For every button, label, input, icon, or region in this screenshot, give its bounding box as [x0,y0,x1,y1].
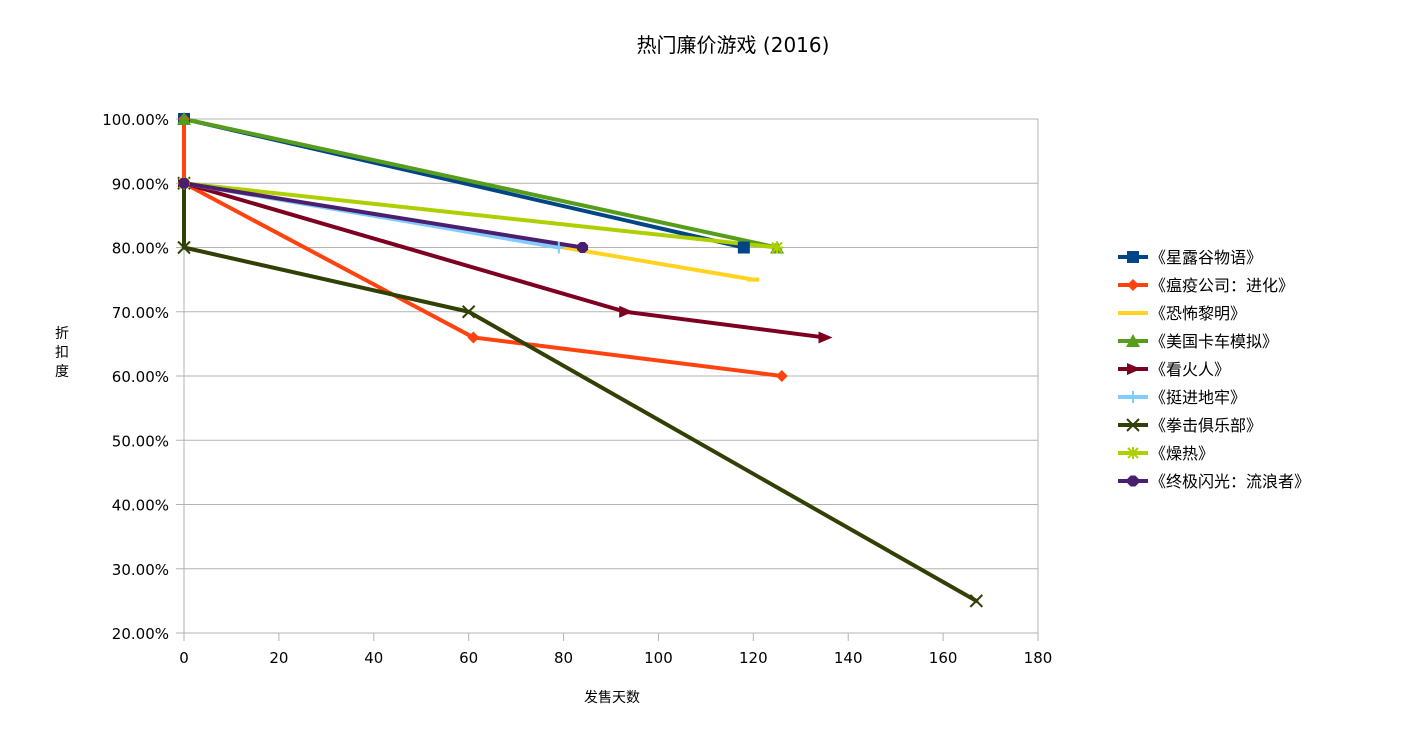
x-tick-label: 100 [644,649,673,667]
legend-item: 《美国卡车模拟》 [1118,332,1278,351]
x-axis-ticks: 0 20 40 60 80 100 120 140 160 180 [179,649,1052,667]
x-axis-label: 发售天数 [584,690,640,706]
y-axis-label-char: 扣 [55,345,69,361]
series-line [182,117,780,250]
y-tick-label: 70.00% [112,304,169,322]
data-point-marker [737,241,750,254]
y-axis-label-char: 折 [55,326,69,342]
data-point-marker [576,241,589,254]
y-tick-label: 30.00% [112,561,169,579]
data-point-marker [461,305,476,319]
data-point-marker [1127,279,1139,291]
data-point-marker [467,331,480,344]
legend-item: 《燥热》 [1118,444,1214,463]
data-point-marker [1127,391,1139,403]
data-point-marker [771,241,784,254]
y-tick-label: 60.00% [112,368,169,386]
data-point-marker [747,277,760,282]
y-axis-label: 折扣度 [55,326,69,380]
legend-item: 《终极闪光：流浪者》 [1118,472,1310,491]
legend-item: 《瘟疫公司：进化》 [1118,276,1294,295]
data-point-marker [1127,363,1141,375]
x-tick-label: 40 [364,649,383,667]
x-tick-label: 180 [1024,649,1053,667]
chart-title: 热门廉价游戏 (2016) [637,33,830,57]
series-line [182,181,979,603]
legend-label: 《燥热》 [1150,444,1214,463]
x-tick-label: 20 [269,649,288,667]
data-point-marker [1126,418,1140,432]
series-line [182,181,780,250]
data-point-marker [818,331,833,344]
y-axis-label-char: 度 [55,364,69,380]
y-tick-label: 100.00% [102,111,169,129]
data-point-marker [178,177,190,189]
legend-label: 《终极闪光：流浪者》 [1150,472,1310,491]
y-tick-label: 80.00% [112,240,169,258]
legend-label: 《看火人》 [1150,360,1230,379]
legend-label: 《挺进地牢》 [1150,388,1246,407]
y-tick-label: 90.00% [112,175,169,193]
series-line [182,181,585,250]
x-tick-label: 140 [834,649,863,667]
data-point-marker [1127,447,1139,459]
series-markers [177,112,984,608]
legend-label: 《拳击俱乐部》 [1150,416,1262,435]
data-point-marker [177,112,191,125]
y-axis-ticks: 20.00% 30.00% 40.00% 50.00% 60.00% 70.00% 80.0… [102,111,169,643]
legend-item: 《看火人》 [1118,360,1230,379]
data-point-marker [1126,334,1140,347]
data-point-marker [1127,251,1139,263]
x-tick-label: 60 [459,649,478,667]
data-point-marker [177,240,191,255]
data-point-marker [775,370,788,382]
y-tick-label: 40.00% [112,497,169,515]
x-tick-label: 160 [929,649,958,667]
legend-label: 《星露谷物语》 [1150,248,1262,267]
series-line [182,181,827,340]
x-tick-label: 0 [179,649,189,667]
x-tick-label: 120 [739,649,768,667]
legend-item: 《星露谷物语》 [1118,248,1262,267]
legend-label: 《美国卡车模拟》 [1150,332,1278,351]
series-line [182,117,784,378]
legend: 《星露谷物语》《瘟疫公司：进化》《恐怖黎明》《美国卡车模拟》《看火人》《挺进地牢… [1118,248,1310,491]
x-tick-label: 80 [554,649,573,667]
legend-label: 《恐怖黎明》 [1150,304,1246,323]
data-point-marker [969,594,984,608]
legend-label: 《瘟疫公司：进化》 [1150,276,1294,295]
grid [176,118,1039,641]
legend-item: 《挺进地牢》 [1118,388,1246,407]
series-lines [182,117,979,603]
data-point-marker [1127,475,1139,487]
data-point-marker [552,241,565,254]
y-tick-label: 50.00% [112,432,169,450]
y-tick-label: 20.00% [112,625,169,643]
legend-item: 《恐怖黎明》 [1118,304,1246,323]
legend-item: 《拳击俱乐部》 [1118,416,1262,435]
data-point-marker [1127,311,1139,315]
data-point-marker [619,305,634,318]
